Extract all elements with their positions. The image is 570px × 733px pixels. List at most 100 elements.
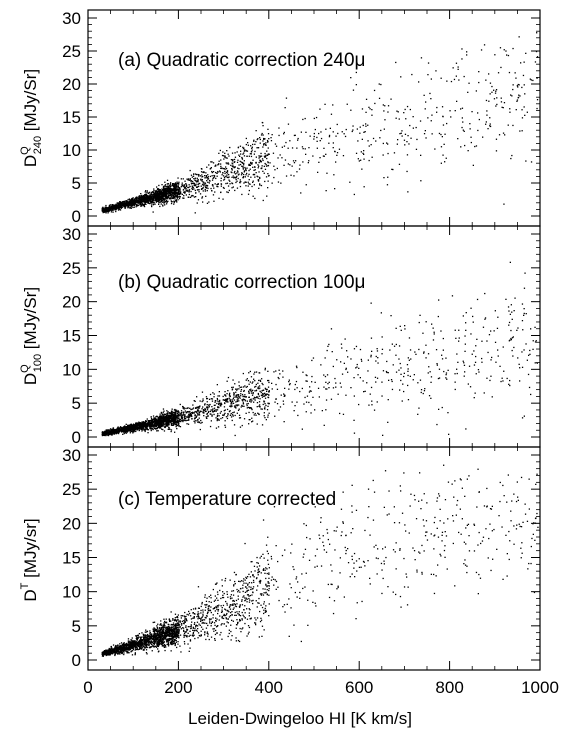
data-point bbox=[148, 199, 150, 201]
data-point bbox=[138, 201, 141, 203]
data-point bbox=[263, 172, 265, 174]
data-point bbox=[146, 198, 148, 201]
data-point bbox=[329, 127, 331, 129]
data-point bbox=[124, 429, 126, 432]
data-point bbox=[392, 364, 394, 366]
data-point bbox=[223, 414, 225, 417]
data-point bbox=[170, 424, 173, 426]
data-point bbox=[446, 378, 448, 380]
data-point bbox=[382, 370, 385, 372]
data-point bbox=[420, 391, 422, 394]
data-point bbox=[213, 413, 215, 416]
data-point bbox=[175, 190, 177, 192]
data-point bbox=[221, 403, 223, 405]
data-point bbox=[243, 152, 245, 154]
data-point bbox=[500, 66, 502, 69]
data-point bbox=[131, 199, 133, 201]
data-point bbox=[197, 419, 199, 421]
data-point bbox=[216, 415, 218, 418]
data-point bbox=[252, 143, 254, 146]
data-point bbox=[260, 155, 263, 157]
data-point bbox=[162, 192, 164, 194]
data-point bbox=[309, 386, 311, 388]
data-point bbox=[263, 155, 266, 157]
data-point bbox=[291, 147, 294, 149]
data-point bbox=[113, 431, 115, 433]
data-point bbox=[290, 174, 292, 176]
data-point bbox=[297, 137, 299, 140]
data-point bbox=[228, 179, 230, 181]
data-point bbox=[219, 170, 221, 172]
data-point bbox=[247, 185, 249, 187]
data-point bbox=[239, 155, 241, 157]
data-point bbox=[399, 389, 401, 391]
data-point bbox=[230, 159, 233, 161]
data-point bbox=[202, 183, 204, 185]
data-point bbox=[530, 328, 532, 330]
data-point bbox=[306, 374, 308, 377]
data-point bbox=[230, 412, 232, 415]
data-point bbox=[257, 393, 260, 396]
data-point bbox=[159, 199, 161, 201]
data-point bbox=[261, 378, 263, 380]
data-point bbox=[264, 403, 266, 405]
panel-a-ylabel-main: D bbox=[21, 155, 40, 167]
data-point bbox=[163, 202, 165, 204]
data-point bbox=[167, 424, 169, 426]
data-point bbox=[234, 434, 236, 437]
data-point bbox=[446, 80, 448, 82]
data-point bbox=[387, 152, 389, 155]
data-point bbox=[435, 70, 437, 72]
data-point bbox=[242, 168, 244, 170]
data-point bbox=[441, 406, 443, 409]
data-point bbox=[242, 176, 245, 178]
data-point bbox=[157, 188, 159, 190]
data-point bbox=[444, 161, 446, 163]
y-tick-label: 15 bbox=[62, 108, 81, 127]
data-point bbox=[397, 139, 399, 141]
data-point bbox=[215, 171, 217, 174]
data-point bbox=[103, 207, 105, 209]
data-point bbox=[365, 98, 368, 100]
data-point bbox=[300, 131, 302, 133]
data-point bbox=[361, 360, 363, 362]
data-point bbox=[246, 378, 248, 380]
data-point bbox=[174, 200, 176, 203]
data-point bbox=[220, 402, 222, 404]
data-point bbox=[196, 415, 198, 417]
data-point bbox=[145, 195, 147, 197]
data-point bbox=[282, 376, 284, 378]
data-point bbox=[180, 411, 183, 414]
data-point bbox=[189, 185, 191, 188]
data-point bbox=[229, 410, 231, 412]
data-point bbox=[238, 414, 241, 416]
data-point bbox=[241, 404, 243, 407]
data-point bbox=[434, 148, 436, 150]
data-point bbox=[353, 377, 355, 379]
data-point bbox=[202, 190, 204, 192]
data-point bbox=[112, 428, 114, 430]
data-point bbox=[174, 196, 176, 198]
data-point bbox=[403, 139, 406, 141]
data-point bbox=[456, 100, 458, 102]
data-point bbox=[191, 415, 193, 418]
data-point bbox=[167, 188, 169, 190]
data-point bbox=[406, 364, 409, 366]
data-point bbox=[232, 400, 234, 403]
data-point bbox=[264, 162, 266, 165]
data-point bbox=[143, 195, 145, 197]
data-point bbox=[177, 185, 179, 188]
data-point bbox=[170, 194, 172, 196]
data-point bbox=[133, 202, 136, 205]
data-point bbox=[179, 420, 181, 422]
data-point bbox=[227, 162, 229, 164]
data-point bbox=[101, 431, 103, 433]
data-point bbox=[275, 370, 277, 372]
data-point bbox=[210, 161, 212, 163]
data-point bbox=[431, 114, 433, 116]
data-point bbox=[244, 176, 246, 178]
data-point bbox=[234, 414, 236, 417]
data-point bbox=[102, 207, 104, 209]
data-point bbox=[264, 152, 266, 155]
data-point bbox=[130, 200, 132, 202]
